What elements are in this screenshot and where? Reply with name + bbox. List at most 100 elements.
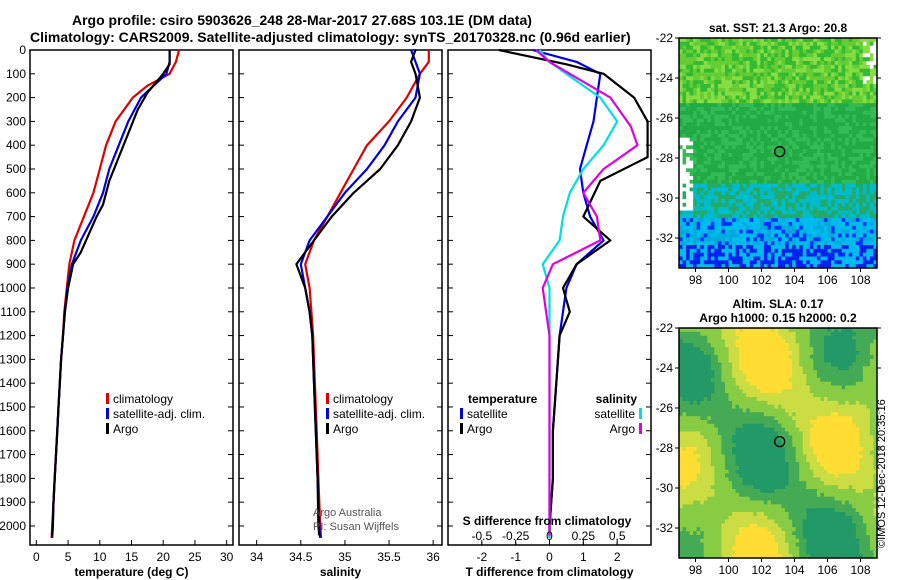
map-cell xyxy=(823,133,828,139)
map-cell xyxy=(866,389,871,394)
map-cell xyxy=(770,237,775,242)
map-cell xyxy=(873,160,878,165)
map-cell xyxy=(834,64,839,70)
map-cell xyxy=(774,61,779,66)
map-cell xyxy=(866,103,871,108)
map-cell xyxy=(792,87,797,93)
map-cell xyxy=(693,256,698,261)
map-cell xyxy=(788,412,793,417)
map-cell xyxy=(795,107,800,112)
map-cell xyxy=(859,153,864,158)
map-cell xyxy=(742,416,747,421)
map-cell xyxy=(753,377,758,383)
map-cell xyxy=(852,237,857,242)
map-cell xyxy=(763,41,768,47)
map-cell xyxy=(746,187,751,192)
map-cell xyxy=(742,393,747,398)
legend-climatology-swatch xyxy=(106,393,109,404)
map-cell xyxy=(859,80,864,85)
map-cell xyxy=(841,389,846,394)
map-cell xyxy=(806,80,811,85)
map-cell xyxy=(873,95,878,100)
map-cell xyxy=(756,118,761,123)
map-cell xyxy=(707,156,712,162)
map-cell xyxy=(845,68,850,73)
map-cell xyxy=(820,233,825,238)
map-cell xyxy=(862,149,867,154)
map-cell xyxy=(806,248,811,254)
map-cell xyxy=(795,114,800,119)
map-cell xyxy=(749,252,754,257)
map-cell xyxy=(714,126,719,131)
map-cell xyxy=(778,210,782,215)
map-cell xyxy=(770,229,775,234)
map-cell xyxy=(855,187,860,192)
map-cell xyxy=(781,222,786,227)
map-cell xyxy=(823,206,828,211)
map-cell xyxy=(732,374,736,379)
map-cell xyxy=(834,335,839,340)
map-cell xyxy=(792,84,797,89)
map-cell xyxy=(700,210,705,215)
map-cell xyxy=(866,168,871,173)
map-cell xyxy=(816,133,821,139)
map-cell xyxy=(714,64,719,70)
map-cell xyxy=(869,84,874,89)
map-cell xyxy=(707,397,712,402)
map-cell xyxy=(852,245,857,250)
map-cell xyxy=(767,45,772,50)
map-cell xyxy=(816,408,821,413)
map-cell xyxy=(753,164,758,169)
map-cell xyxy=(813,38,818,43)
map-cell xyxy=(742,335,747,340)
map-cell xyxy=(707,103,712,108)
map-cell xyxy=(742,172,747,177)
map-cell xyxy=(802,80,807,85)
map-cell xyxy=(707,191,712,196)
map-cell xyxy=(693,126,698,131)
map-cell xyxy=(689,335,694,340)
map-cell xyxy=(767,118,772,123)
map-cell xyxy=(742,61,747,66)
map-cell xyxy=(696,347,701,352)
map-cell xyxy=(855,252,860,257)
map-cell xyxy=(717,45,722,50)
map-cell xyxy=(855,168,860,173)
map-cell xyxy=(693,347,698,352)
map-cell xyxy=(838,354,843,360)
map-cell xyxy=(724,202,729,208)
map-cell xyxy=(735,95,740,100)
map-cell xyxy=(724,107,729,112)
map-cell xyxy=(809,260,814,265)
map-cell xyxy=(746,191,751,196)
map-cell xyxy=(739,416,744,421)
map-cell xyxy=(802,366,807,371)
map-cell xyxy=(739,358,744,363)
map-cell xyxy=(693,241,698,246)
map-cell xyxy=(831,354,835,360)
map-cell xyxy=(732,408,736,413)
map-cell xyxy=(693,233,698,238)
map-cell xyxy=(728,103,733,108)
map-cell xyxy=(682,76,687,81)
map-cell xyxy=(739,68,744,73)
map-cell xyxy=(746,222,751,227)
map-cell xyxy=(724,214,729,219)
map-cell xyxy=(834,412,839,417)
map-cell xyxy=(845,53,850,58)
map-cell xyxy=(813,53,818,58)
map-cell xyxy=(806,335,811,340)
map-cell xyxy=(770,195,775,200)
map-cell xyxy=(848,45,853,50)
map-cell xyxy=(820,416,825,421)
map-cell xyxy=(749,256,754,261)
map-cell xyxy=(770,206,775,211)
map-cell xyxy=(742,222,747,227)
map-cell xyxy=(866,172,871,177)
map-cell xyxy=(827,377,832,383)
map-cell xyxy=(823,199,828,204)
map-cell xyxy=(767,370,772,375)
map-cell xyxy=(739,118,744,123)
map-cell xyxy=(834,156,839,162)
map-cell xyxy=(717,252,722,257)
